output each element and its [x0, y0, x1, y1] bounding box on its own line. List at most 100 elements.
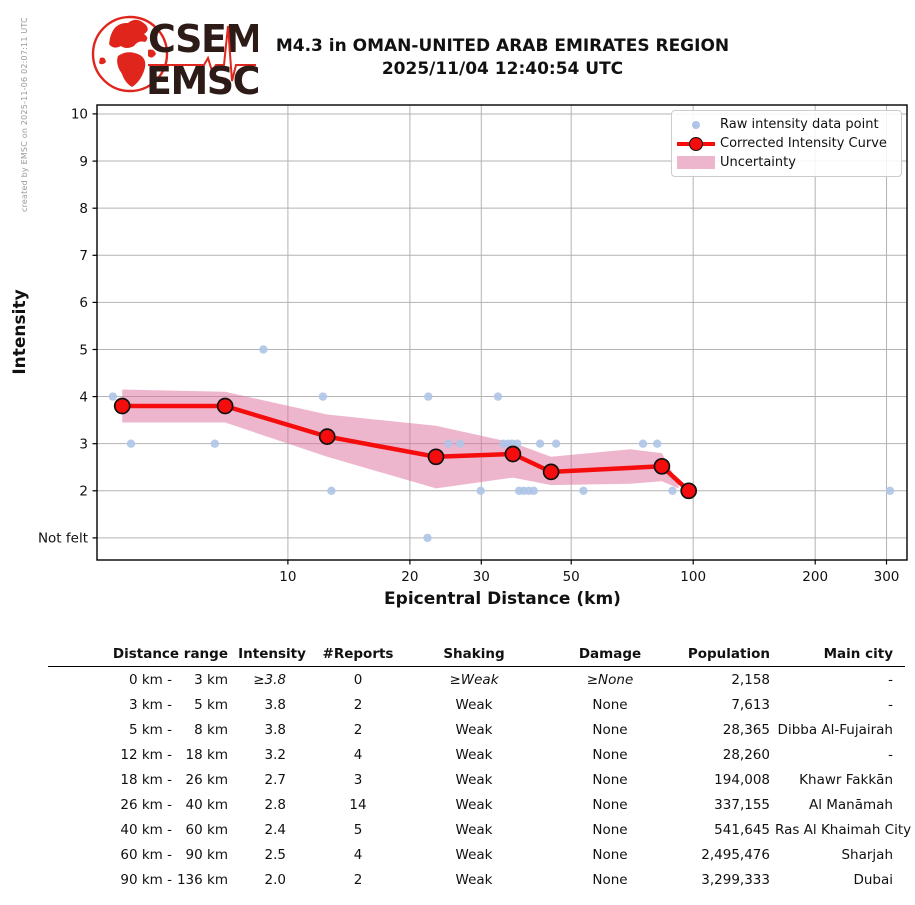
reports-cell: 4 — [353, 746, 363, 763]
x-tick-label: 50 — [563, 569, 580, 585]
x-tick-label: 10 — [279, 569, 296, 585]
column-header-dam: Damage — [548, 640, 672, 667]
curve-marker — [216, 397, 234, 415]
x-tick-label: 100 — [680, 569, 706, 585]
population-cell: 7,613 — [731, 696, 770, 713]
legend-item-curve: Corrected Intensity Curve — [676, 134, 895, 153]
y-tick-label: 8 — [79, 201, 88, 217]
raw-data-point — [885, 486, 895, 495]
y-tick-label: 7 — [79, 248, 88, 264]
intensity-cell: ≥3.8 — [253, 671, 286, 688]
damage-cell: None — [592, 821, 628, 838]
raw-data-point — [638, 439, 648, 448]
damage-cell: None — [592, 746, 628, 763]
distance-range-cell: 60 km -90 km — [120, 846, 228, 863]
shaking-cell: Weak — [455, 771, 493, 788]
distance-range-cell: 0 km -3 km — [128, 671, 228, 688]
uncertainty-swatch-icon — [676, 156, 716, 169]
table-row: 12 km -18 km 3.2 4 Weak None 28,260 - — [48, 742, 905, 767]
legend-label-uncertainty: Uncertainty — [720, 155, 796, 170]
shaking-cell: Weak — [455, 696, 493, 713]
intensity-chart: 10 20 30 50 100 200 300 Not felt 2 3 4 5 6 7 8 9 10 — [38, 104, 908, 585]
y-tick-label: 2 — [79, 484, 88, 500]
table-row: 3 km -5 km 3.8 2 Weak None 7,613 - — [48, 692, 905, 717]
curve-marker — [113, 397, 131, 415]
damage-cell: ≥None — [586, 671, 634, 688]
table-row: 5 km -8 km 3.8 2 Weak None 28,365 Dibba Al-Fuj… — [48, 717, 905, 742]
main-city-cell: Ras Al Khaimah City — [775, 821, 912, 838]
main-city-cell: Khawr Fakkān — [799, 771, 893, 788]
table-row: 26 km -40 km 2.8 14 Weak None 337,155 Al Manām… — [48, 792, 905, 817]
x-axis-label: Epicentral Distance (km) — [384, 589, 621, 609]
table-row: 40 km -60 km 2.4 5 Weak None 541,645 Ras Al Kh… — [48, 817, 912, 842]
damage-cell: None — [592, 771, 628, 788]
column-header-pop: Population — [672, 640, 775, 667]
shaking-cell: ≥Weak — [449, 671, 499, 688]
y-tick-label: 9 — [79, 154, 88, 170]
curve-marker — [427, 448, 445, 466]
reports-cell: 0 — [353, 671, 363, 688]
damage-cell: None — [592, 721, 628, 738]
raw-data-point — [424, 392, 433, 401]
raw-data-point — [551, 439, 561, 448]
distance-range-cell: 5 km -8 km — [128, 721, 228, 738]
intensity-cell: 2.5 — [264, 846, 286, 863]
population-cell: 541,645 — [714, 821, 770, 838]
intensity-cell: 2.7 — [264, 771, 286, 788]
reports-cell: 14 — [349, 796, 367, 813]
population-cell: 194,008 — [714, 771, 770, 788]
reports-cell: 2 — [353, 721, 363, 738]
intensity-cell: 2.0 — [264, 871, 286, 888]
distance-range-cell: 40 km -60 km — [120, 821, 228, 838]
population-cell: 337,155 — [714, 796, 770, 813]
shaking-cell: Weak — [455, 821, 493, 838]
y-tick-label: 3 — [79, 437, 88, 453]
x-tick-label: 30 — [473, 569, 490, 585]
raw-data-point — [668, 486, 677, 495]
raw-data-point — [535, 439, 545, 448]
curve-line-icon — [676, 136, 716, 151]
shaking-cell: Weak — [455, 746, 493, 763]
table-row: 60 km -90 km 2.5 4 Weak None 2,495,476 Sharjah — [48, 842, 905, 867]
damage-cell: None — [592, 696, 628, 713]
reports-cell: 4 — [353, 846, 363, 863]
damage-cell: None — [592, 846, 628, 863]
intensity-cell: 3.2 — [264, 746, 286, 763]
population-cell: 28,365 — [722, 721, 770, 738]
raw-data-point — [513, 439, 522, 448]
curve-marker — [653, 457, 671, 475]
raw-data-point — [210, 439, 219, 448]
shaking-cell: Weak — [455, 796, 493, 813]
shaking-cell: Weak — [455, 871, 493, 888]
x-tick-label: 300 — [874, 569, 900, 585]
intensity-cell: 2.8 — [264, 796, 286, 813]
raw-data-point — [455, 439, 465, 448]
title-block: M4.3 in OMAN-UNITED ARAB EMIRATES REGION… — [95, 35, 910, 81]
y-tick-label: 4 — [79, 389, 88, 405]
main-city-cell: Al Manāmah — [808, 796, 893, 813]
main-city-cell: Sharjah — [841, 846, 893, 863]
page-title: M4.3 in OMAN-UNITED ARAB EMIRATES REGION — [275, 36, 730, 56]
legend-item-raw: Raw intensity data point — [676, 115, 895, 134]
y-tick-label: 6 — [79, 295, 88, 311]
curve-marker — [504, 445, 522, 463]
main-city-cell: Dibba Al-Fujairah — [777, 721, 893, 738]
damage-cell: None — [592, 871, 628, 888]
distance-range-cell: 12 km -18 km — [120, 746, 228, 763]
intensity-cell: 3.8 — [264, 721, 286, 738]
distance-range-cell: 3 km -5 km — [128, 696, 228, 713]
y-axis-label: Intensity — [10, 289, 30, 375]
main-city-cell: - — [888, 746, 893, 763]
reports-cell: 2 — [353, 696, 363, 713]
main-city-cell: - — [888, 696, 893, 713]
damage-cell: None — [592, 796, 628, 813]
column-header-dist: Distance range — [48, 640, 228, 667]
main-city-cell: - — [888, 671, 893, 688]
uncertainty-band — [122, 389, 679, 489]
legend-item-uncertainty: Uncertainty — [676, 153, 895, 172]
population-cell: 2,495,476 — [701, 846, 770, 863]
main-city-cell: Dubai — [853, 871, 893, 888]
table-row: 90 km -136 km 2.0 2 Weak None 3,299,333 Dubai — [48, 867, 905, 892]
reports-cell: 5 — [353, 821, 363, 838]
